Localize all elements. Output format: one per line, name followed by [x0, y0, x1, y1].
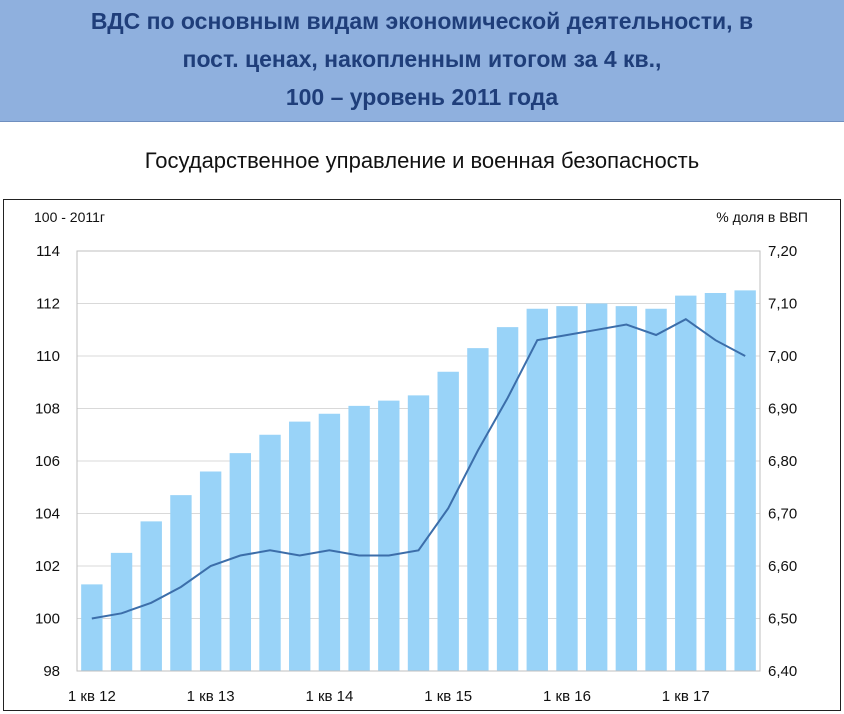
left-axis-ticks: 98 100 102 104 106 108 110 112 114 [35, 243, 60, 680]
right-tick-label: 6,70 [768, 506, 797, 523]
title-line-1: ВДС по основным видам экономической деят… [90, 8, 754, 34]
bar [318, 413, 341, 671]
plot-area [76, 250, 761, 672]
right-axis-title: % доля в ВВП [716, 209, 808, 225]
bar [378, 400, 400, 671]
left-tick-label: 112 [36, 296, 60, 313]
chart-title: Государственное управление и военная без… [144, 148, 700, 173]
bar [170, 495, 192, 671]
right-tick-label: 7,00 [768, 348, 797, 365]
left-tick-label: 102 [35, 558, 60, 575]
right-tick-label: 6,40 [768, 663, 797, 680]
bar [437, 371, 459, 671]
bar-series [81, 290, 756, 671]
bar [348, 405, 370, 671]
left-tick-label: 108 [35, 401, 60, 418]
x-tick-label: 1 кв 17 [662, 688, 710, 705]
x-tick-label: 1 кв 16 [543, 688, 591, 705]
right-tick-label: 6,50 [768, 611, 797, 628]
left-tick-label: 98 [43, 663, 60, 680]
bar [81, 584, 103, 671]
bar [110, 552, 133, 671]
bar [496, 327, 519, 671]
plot-border [76, 250, 761, 672]
left-axis-title: 100 - 2011г [34, 209, 105, 225]
title-banner: ВДС по основным видам экономической деят… [0, 0, 844, 122]
series-line [91, 318, 746, 620]
bar [229, 453, 252, 671]
bar [704, 293, 727, 671]
bar [259, 434, 281, 671]
left-tick-label: 104 [35, 506, 60, 523]
bar [407, 395, 430, 671]
chart-frame [3, 199, 841, 711]
x-tick-label: 1 кв 15 [424, 688, 472, 705]
bar [675, 295, 697, 671]
bar [734, 290, 756, 671]
bar [289, 421, 311, 671]
bar [467, 348, 489, 671]
title-line-2: пост. ценах, накопленным итогом за 4 кв.… [182, 46, 662, 72]
right-tick-label: 7,20 [768, 243, 797, 260]
right-tick-label: 6,90 [768, 401, 797, 418]
bar [526, 308, 548, 671]
right-tick-label: 6,60 [768, 558, 797, 575]
bar [556, 306, 578, 671]
bar [585, 303, 608, 671]
left-tick-label: 100 [35, 611, 60, 628]
bar [645, 308, 667, 671]
bar [199, 471, 222, 671]
x-axis-ticks: 1 кв 12 1 кв 13 1 кв 14 1 кв 15 1 кв 16 1 кв … [68, 688, 710, 705]
x-tick-label: 1 кв 13 [187, 688, 235, 705]
right-tick-label: 6,80 [768, 453, 797, 470]
bar [615, 306, 638, 671]
title-line-3: 100 – уровень 2011 года [285, 84, 559, 110]
x-tick-label: 1 кв 12 [68, 688, 116, 705]
left-tick-label: 110 [36, 348, 60, 365]
x-tick-label: 1 кв 14 [305, 688, 353, 705]
right-axis-ticks: 6,40 6,50 6,60 6,70 6,80 6,90 7,00 7,10 7,20 [768, 243, 797, 680]
left-tick-label: 114 [36, 243, 60, 260]
bar [140, 521, 162, 671]
line-series [91, 318, 746, 620]
left-tick-label: 106 [35, 453, 60, 470]
right-tick-label: 7,10 [768, 296, 797, 313]
